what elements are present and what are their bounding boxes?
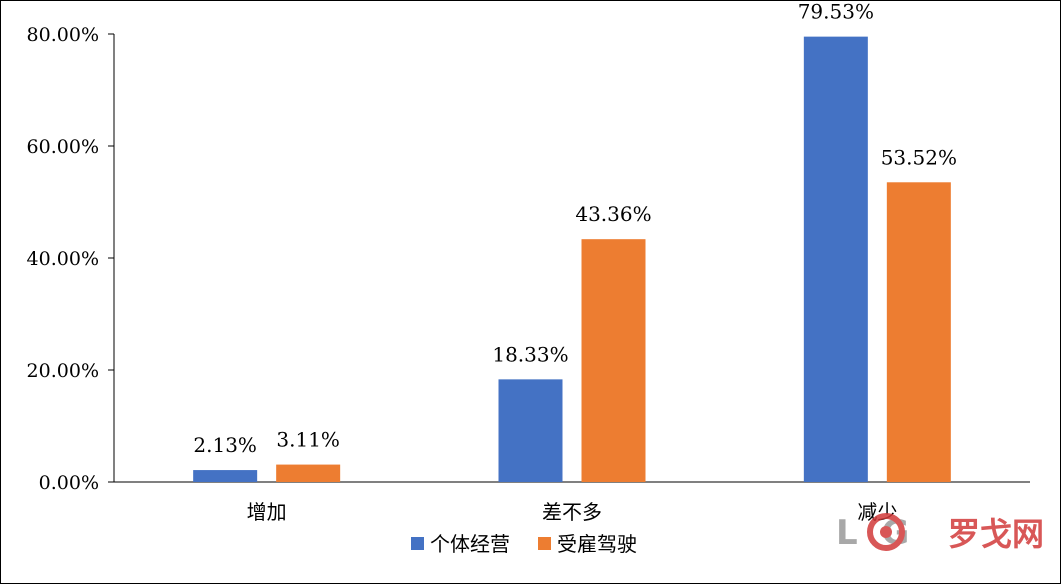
y-axis-ticks: 0.00% 20.00% 40.00% 60.00% 80.00% — [27, 24, 114, 494]
x-category-label: 差不多 — [542, 500, 602, 524]
y-tick-label: 80.00% — [27, 24, 99, 46]
legend-label-series-1: 个体经营 — [430, 532, 510, 556]
bar-series-2-cat-3 — [886, 182, 951, 482]
y-tick-label: 40.00% — [27, 248, 99, 270]
legend: 个体经营 受雇驾驶 — [411, 532, 637, 556]
x-category-label: 增加 — [247, 500, 287, 524]
watermark-cn-text: 罗戈网 — [948, 515, 1044, 553]
y-tick-label: 60.00% — [27, 136, 99, 158]
bar-series-1-cat-3 — [803, 36, 868, 483]
target-ring-icon — [867, 513, 905, 551]
bar-series-1-cat-1 — [193, 470, 258, 482]
legend-swatch-series-1 — [411, 537, 424, 550]
data-label-series-2-cat-2: 43.36% — [575, 202, 651, 226]
data-labels-group: 2.13% 3.11% 18.33% 43.36% 79.53% 53.52% — [193, 0, 957, 457]
y-tick-label: 20.00% — [27, 360, 99, 382]
x-axis-labels: 增加 差不多 减少 — [247, 500, 898, 524]
data-label-series-2-cat-3: 53.52% — [881, 145, 957, 169]
bar-series-1-cat-2 — [498, 379, 563, 482]
legend-swatch-series-2 — [538, 537, 551, 550]
bar-series-2-cat-1 — [276, 464, 341, 482]
bar-series-2-cat-2 — [581, 239, 646, 482]
data-label-series-1-cat-1: 2.13% — [193, 433, 257, 457]
data-label-series-2-cat-1: 3.11% — [276, 428, 340, 452]
data-label-series-1-cat-2: 18.33% — [492, 342, 568, 366]
bars-group — [193, 36, 951, 483]
legend-label-series-2: 受雇驾驶 — [557, 532, 637, 556]
data-label-series-1-cat-3: 79.53% — [798, 0, 874, 24]
y-tick-label: 0.00% — [39, 472, 99, 494]
watermark-logo: L G 罗戈网 — [836, 513, 1044, 553]
